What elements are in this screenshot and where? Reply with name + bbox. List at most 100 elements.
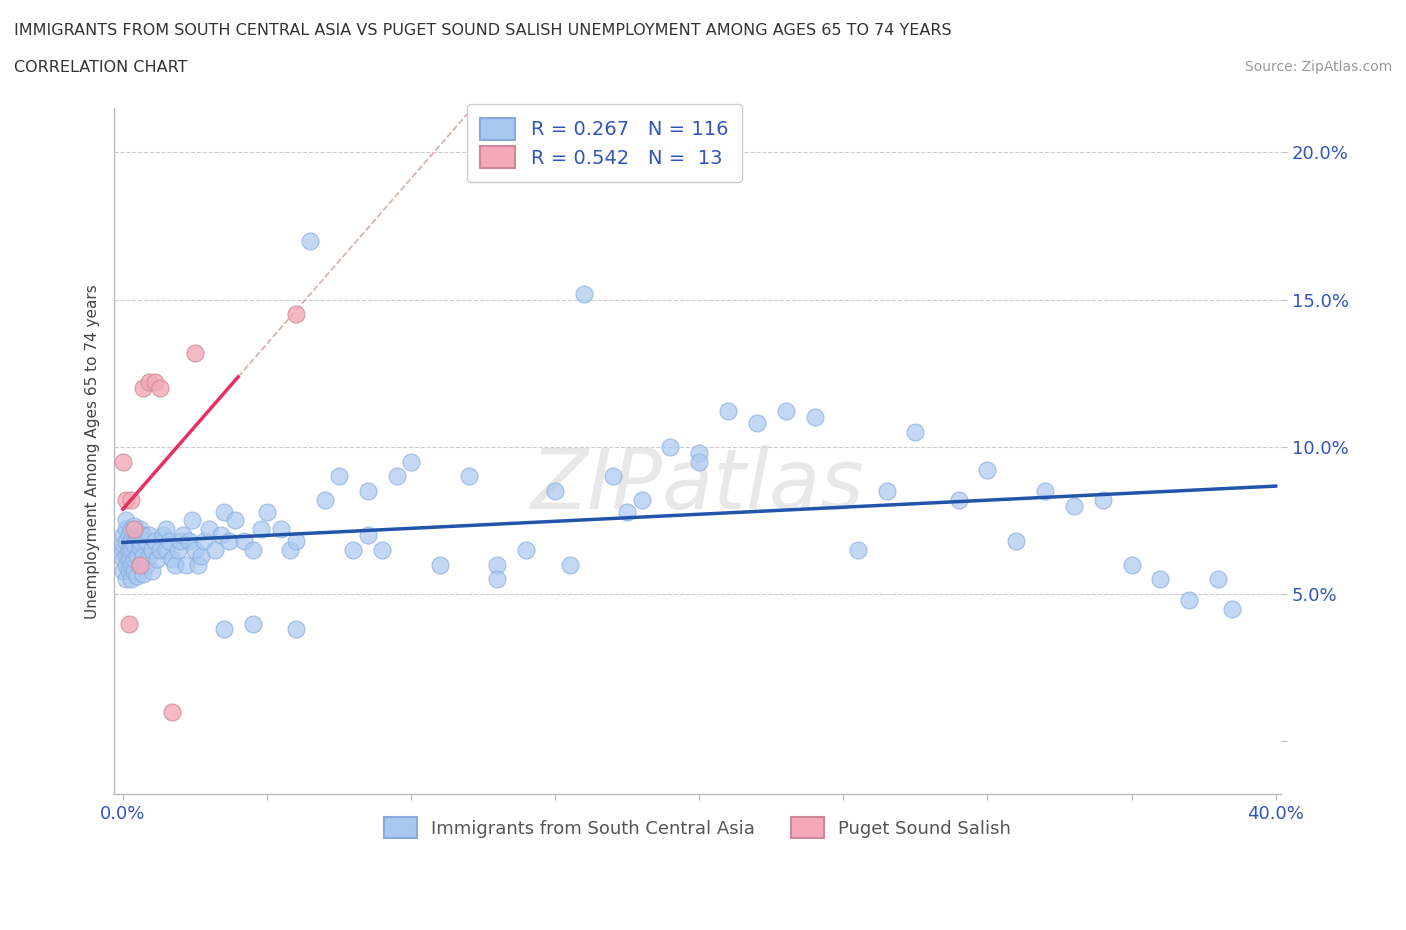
- Point: [314, 492, 336, 507]
- Point: [138, 549, 160, 564]
- Point: [630, 492, 652, 507]
- Point: [121, 534, 143, 549]
- Point: [163, 557, 186, 572]
- Point: [149, 542, 172, 557]
- Point: [124, 522, 146, 537]
- Point: [121, 492, 143, 507]
- Point: [155, 542, 177, 557]
- Text: IMMIGRANTS FROM SOUTH CENTRAL ASIA VS PUGET SOUND SALISH UNEMPLOYMENT AMONG AGES: IMMIGRANTS FROM SOUTH CENTRAL ASIA VS PU…: [14, 23, 952, 38]
- Point: [143, 534, 166, 549]
- Point: [138, 527, 160, 542]
- Point: [132, 566, 155, 581]
- Point: [160, 551, 183, 566]
- Point: [141, 564, 163, 578]
- Point: [357, 484, 380, 498]
- Point: [114, 549, 136, 564]
- Point: [132, 380, 155, 395]
- Point: [114, 522, 136, 537]
- Point: [117, 527, 139, 542]
- Point: [876, 484, 898, 498]
- Point: [256, 504, 278, 519]
- Point: [278, 542, 301, 557]
- Point: [143, 375, 166, 390]
- Text: ZIPatlas: ZIPatlas: [531, 445, 865, 526]
- Point: [558, 557, 581, 572]
- Point: [190, 549, 212, 564]
- Point: [232, 534, 254, 549]
- Point: [146, 551, 169, 566]
- Point: [218, 534, 240, 549]
- Point: [209, 527, 232, 542]
- Point: [803, 410, 825, 425]
- Point: [111, 537, 134, 551]
- Point: [1149, 572, 1171, 587]
- Point: [659, 439, 682, 454]
- Point: [111, 564, 134, 578]
- Point: [127, 569, 149, 584]
- Point: [179, 534, 201, 549]
- Point: [904, 425, 927, 440]
- Point: [187, 557, 209, 572]
- Point: [129, 539, 152, 554]
- Point: [129, 557, 152, 572]
- Point: [544, 484, 567, 498]
- Point: [129, 557, 152, 572]
- Text: CORRELATION CHART: CORRELATION CHART: [14, 60, 187, 75]
- Point: [114, 513, 136, 528]
- Point: [181, 513, 204, 528]
- Point: [284, 534, 307, 549]
- Point: [111, 542, 134, 557]
- Point: [1206, 572, 1229, 587]
- Point: [1005, 534, 1028, 549]
- Point: [114, 492, 136, 507]
- Point: [602, 469, 624, 484]
- Point: [486, 572, 509, 587]
- Point: [160, 705, 183, 720]
- Point: [155, 522, 177, 537]
- Point: [976, 463, 998, 478]
- Point: [117, 564, 139, 578]
- Point: [371, 542, 394, 557]
- Point: [169, 534, 191, 549]
- Point: [135, 534, 157, 549]
- Point: [328, 469, 350, 484]
- Point: [385, 469, 408, 484]
- Point: [775, 404, 797, 418]
- Point: [224, 513, 246, 528]
- Point: [184, 542, 207, 557]
- Point: [1121, 557, 1143, 572]
- Point: [124, 551, 146, 566]
- Point: [121, 572, 143, 587]
- Point: [117, 551, 139, 566]
- Point: [212, 622, 235, 637]
- Point: [124, 564, 146, 578]
- Point: [129, 522, 152, 537]
- Point: [138, 375, 160, 390]
- Point: [688, 454, 710, 469]
- Point: [111, 454, 134, 469]
- Point: [204, 542, 226, 557]
- Point: [127, 527, 149, 542]
- Point: [299, 233, 322, 248]
- Point: [688, 445, 710, 460]
- Point: [152, 527, 174, 542]
- Point: [745, 416, 768, 431]
- Point: [124, 519, 146, 534]
- Point: [166, 542, 188, 557]
- Point: [174, 557, 197, 572]
- Point: [1222, 602, 1244, 617]
- Point: [184, 345, 207, 360]
- Point: [127, 549, 149, 564]
- Point: [1178, 592, 1201, 607]
- Point: [457, 469, 479, 484]
- Point: [124, 537, 146, 551]
- Point: [250, 522, 273, 537]
- Point: [212, 504, 235, 519]
- Point: [284, 307, 307, 322]
- Point: [141, 542, 163, 557]
- Point: [157, 534, 180, 549]
- Text: Source: ZipAtlas.com: Source: ZipAtlas.com: [1244, 60, 1392, 74]
- Point: [121, 522, 143, 537]
- Point: [172, 527, 194, 542]
- Point: [132, 549, 155, 564]
